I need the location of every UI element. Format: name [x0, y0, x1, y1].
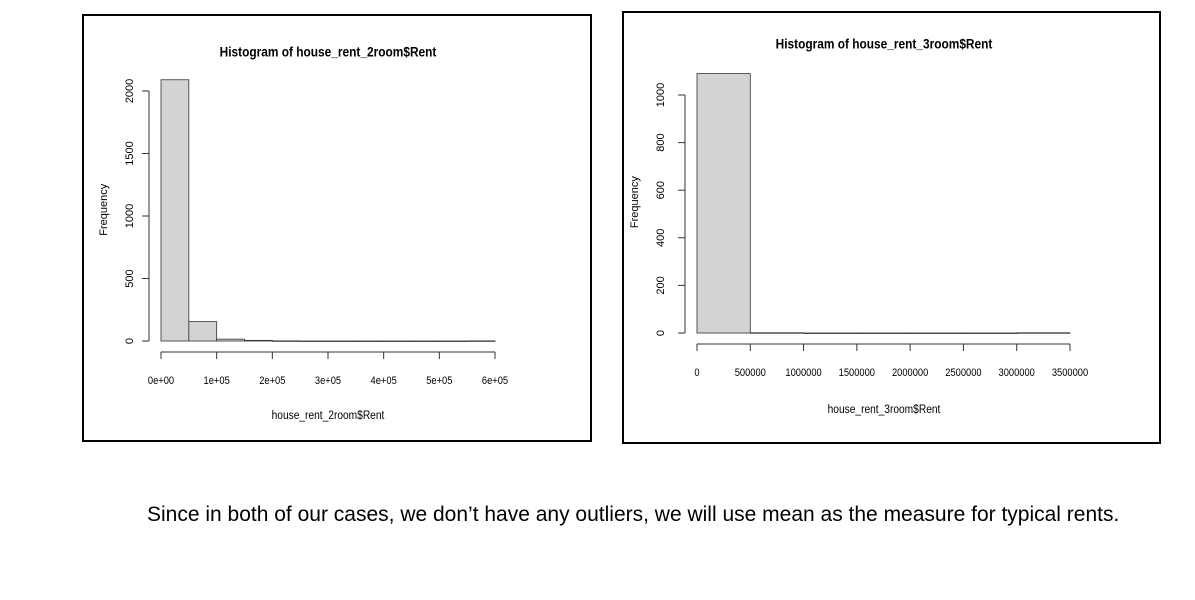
y-tick-label: 0 [124, 338, 136, 344]
histogram-bar [216, 338, 245, 342]
histogram-bar [383, 340, 412, 342]
y-tick-label: 200 [655, 276, 667, 294]
histogram-bar [355, 340, 385, 342]
histogram-bar [299, 340, 329, 342]
histogram-bar [160, 79, 190, 342]
x-tick-label: 3e+05 [315, 375, 342, 387]
x-tick-label: 0 [694, 367, 699, 379]
histogram-bar [438, 340, 468, 342]
x-axis-label: house_rent_2room$Rent [272, 409, 386, 422]
charts: Histogram of house_rent_2room$Rent house_… [82, 11, 1161, 444]
x-tick-label: 6e+05 [482, 375, 509, 387]
x-tick-label: 2e+05 [259, 375, 286, 387]
histogram-bar [188, 321, 218, 342]
x-tick-label: 3500000 [1052, 367, 1089, 379]
histogram-bar [327, 340, 357, 342]
y-tick-label: 600 [655, 181, 667, 199]
y-tick-label: 800 [655, 133, 667, 151]
y-tick-label: 400 [655, 229, 667, 247]
y-axis-label: Frequency [98, 183, 110, 235]
x-axis-label: house_rent_3room$Rent [828, 403, 942, 416]
x-tick-label: 2000000 [892, 367, 929, 379]
histogram-bar [1016, 332, 1071, 334]
x-tick-label: 5e+05 [426, 375, 453, 387]
x-tick-label: 3000000 [999, 367, 1036, 379]
x-tick-label: 500000 [735, 367, 766, 379]
histogram-bar [411, 340, 440, 342]
y-tick-label: 2000 [124, 79, 136, 103]
histogram-bar [271, 340, 301, 342]
x-tick-label: 1500000 [839, 367, 876, 379]
histogram-bar [856, 332, 911, 334]
y-tick-label: 1000 [655, 83, 667, 107]
x-tick-label: 4e+05 [371, 375, 398, 387]
x-tick-label: 1000000 [785, 367, 822, 379]
chart-title: Histogram of house_rent_2room$Rent [220, 44, 437, 60]
histogram-bar [466, 340, 496, 342]
y-axis-label: Frequency [629, 176, 641, 228]
histogram-bar [963, 332, 1018, 334]
x-tick-label: 1e+05 [204, 375, 231, 387]
y-tick-label: 0 [655, 330, 667, 336]
x-tick-label: 0e+00 [148, 375, 175, 387]
histogram-bar [909, 332, 964, 334]
x-tick-label: 2500000 [945, 367, 982, 379]
chart-title: Histogram of house_rent_3room$Rent [776, 36, 993, 52]
histogram-bar [803, 332, 858, 334]
y-tick-label: 1500 [124, 141, 136, 165]
y-tick-label: 500 [124, 269, 136, 287]
paragraph: Since in both of our cases, we don’t hav… [147, 503, 1120, 526]
histogram-bar [749, 332, 804, 334]
histogram-bar [244, 339, 273, 342]
y-tick-label: 1000 [124, 204, 136, 228]
histogram-bar [696, 73, 751, 334]
